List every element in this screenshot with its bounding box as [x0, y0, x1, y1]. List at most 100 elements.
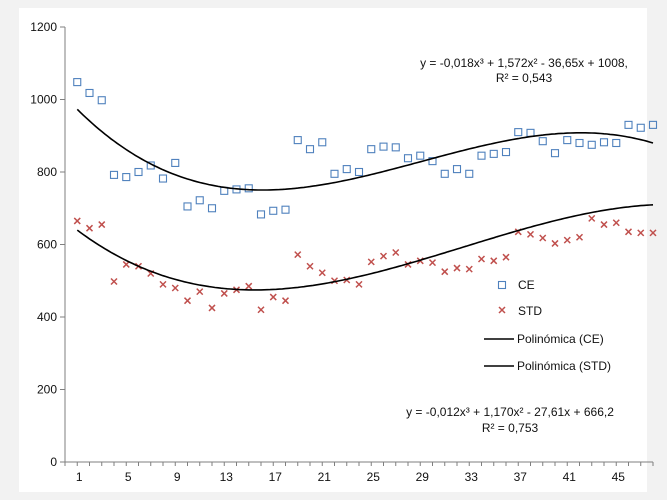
ce-data-point [305, 145, 315, 154]
ce-data-point [354, 167, 364, 177]
ce-data-point [416, 151, 425, 160]
ce-data-point [256, 210, 266, 219]
ce-data-point [636, 123, 645, 132]
ce-data-point [134, 167, 143, 177]
ce-data-point [171, 158, 180, 167]
ce-data-point [367, 145, 376, 154]
x-tick-label: 5 [125, 470, 132, 484]
std-data-point [306, 262, 314, 270]
std-data-point [477, 255, 486, 263]
ce-data-point [538, 137, 547, 146]
ce-data-point [648, 120, 658, 129]
std-data-point [318, 269, 326, 277]
std-data-point [490, 257, 498, 265]
ce-data-point [293, 136, 302, 145]
std-data-point [392, 248, 400, 257]
std-data-point [220, 289, 228, 297]
ce-data-point [514, 128, 523, 137]
std-data-point [539, 234, 547, 242]
legend-std-label: STD [518, 304, 542, 318]
y-tick-label: 400 [37, 310, 57, 324]
std-data-point [281, 297, 290, 305]
ce-data-point [195, 196, 204, 205]
std-data-point [159, 280, 167, 288]
x-tick-label: 17 [269, 470, 283, 484]
ce-data-point [342, 165, 351, 174]
ce-data-point [183, 202, 192, 211]
x-tick-label: 45 [612, 470, 626, 484]
ce-data-point [440, 169, 449, 178]
std-data-point [98, 221, 106, 229]
ce-equation: y = -0,018x³ + 1,572x² - 36,65x + 1008, [420, 56, 628, 70]
std-data-point [73, 217, 81, 225]
std-data-point [649, 229, 657, 237]
ce-data-point [465, 169, 474, 178]
x-tick-label: 21 [318, 470, 332, 484]
std-data-point [465, 265, 473, 273]
y-tick-label: 0 [50, 455, 57, 469]
ce-data-point [575, 138, 584, 148]
std-data-point [294, 251, 302, 259]
ce-data-point [330, 169, 339, 178]
std-data-point [502, 253, 510, 261]
ce-data-point [489, 149, 498, 158]
ce-data-point [269, 206, 278, 215]
std-data-point [208, 304, 216, 312]
ce-data-point [281, 205, 290, 214]
ce-data-point [85, 88, 94, 98]
ce-data-point [403, 154, 413, 163]
y-tick-label: 1000 [30, 93, 57, 107]
ce-data-point [379, 142, 388, 151]
legend-std-marker [498, 306, 506, 314]
ce-r-squared: R² = 0,543 [496, 71, 553, 85]
ce-data-point [587, 140, 596, 149]
std-data-point [612, 219, 620, 227]
legend-trend-std-label: Polinómica (STD) [517, 359, 611, 373]
ce-data-point [477, 151, 486, 160]
ce-data-point [599, 138, 609, 147]
std-data-point [110, 277, 118, 286]
chart-area [19, 8, 647, 492]
ce-data-point [428, 157, 437, 166]
ce-data-point [563, 136, 572, 145]
std-data-point [428, 259, 437, 267]
x-tick-label: 25 [367, 470, 381, 484]
ce-data-point [391, 143, 400, 152]
ce-data-point [122, 173, 131, 182]
ce-data-point [158, 174, 168, 183]
std-data-point [257, 306, 265, 314]
std-data-point [624, 228, 633, 236]
ce-data-point [452, 165, 462, 174]
std-data-point [367, 258, 375, 266]
std-data-point [122, 260, 130, 268]
std-data-point [441, 268, 449, 276]
ce-data-point [97, 96, 106, 105]
x-tick-label: 29 [416, 470, 430, 484]
ce-data-point [207, 204, 217, 213]
std-data-point [183, 297, 192, 305]
y-tick-label: 200 [37, 383, 57, 397]
ce-data-point [501, 148, 511, 157]
plot-layer: 0 200 400 600 800 1000 1200 1 5 9 13 17 21 25 29 33 37 41… [30, 20, 658, 484]
x-tick-label: 41 [563, 470, 577, 484]
y-tick-label: 800 [37, 165, 57, 179]
x-tick-label: 37 [514, 470, 528, 484]
std-data-point [269, 293, 277, 301]
ce-data-point [244, 184, 253, 193]
ce-data-point [550, 149, 560, 158]
std-data-point [637, 229, 645, 237]
std-data-point [588, 214, 596, 222]
y-tick-label: 1200 [30, 20, 57, 34]
ce-data-point [624, 120, 633, 129]
trendline-ce [76, 108, 654, 191]
ce-data-point [109, 170, 119, 179]
std-data-point [600, 221, 608, 229]
x-tick-label: 13 [220, 470, 234, 484]
std-data-point [526, 230, 535, 238]
std-data-point [575, 233, 584, 241]
ce-data-point [318, 138, 327, 147]
trendline-std [76, 204, 654, 291]
std-data-point [245, 282, 253, 290]
